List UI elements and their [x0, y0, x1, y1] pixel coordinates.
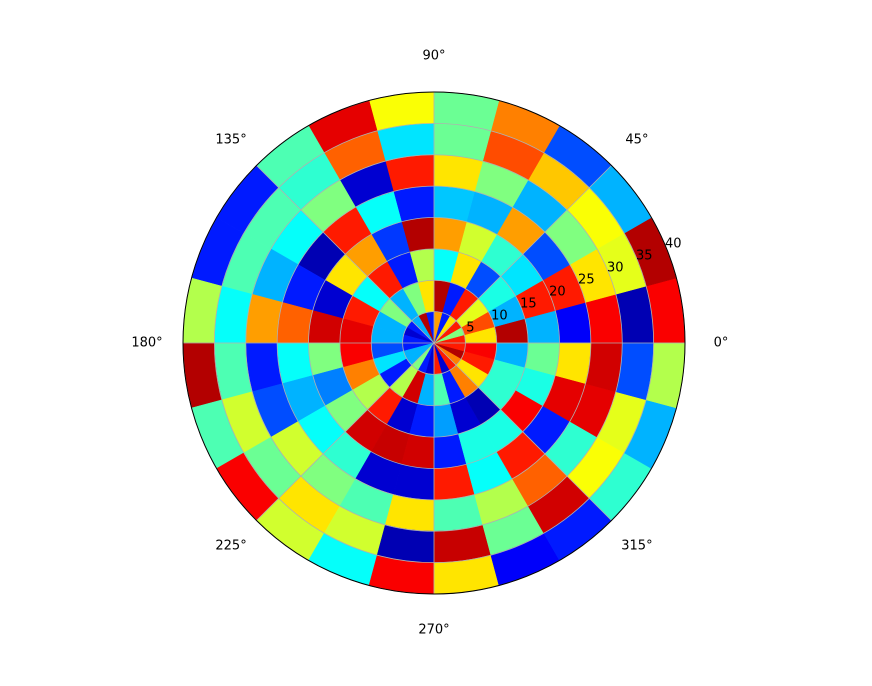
theta-grid-line [256, 165, 435, 344]
theta-tick-label: 90° [422, 49, 445, 64]
theta-tick-label: 225° [215, 538, 246, 553]
r-tick-label: 30 [607, 260, 624, 275]
r-tick-label: 15 [520, 296, 537, 311]
r-tick-label: 40 [665, 236, 682, 251]
r-tick-label: 10 [491, 308, 508, 323]
theta-grid-line [433, 342, 612, 521]
theta-tick-label: 45° [625, 133, 648, 148]
theta-tick-label: 180° [131, 336, 162, 351]
theta-grid-line [256, 342, 435, 521]
r-tick-label: 35 [636, 248, 653, 263]
theta-grid-line [433, 165, 612, 344]
theta-tick-label: 0° [714, 336, 729, 351]
r-tick-label: 25 [578, 272, 595, 287]
r-tick-label: 20 [549, 284, 566, 299]
theta-tick-label: 315° [621, 538, 652, 553]
r-tick-label: 5 [466, 320, 474, 335]
polar-frame [182, 91, 686, 595]
theta-tick-label: 270° [418, 623, 449, 638]
theta-tick-label: 135° [215, 133, 246, 148]
